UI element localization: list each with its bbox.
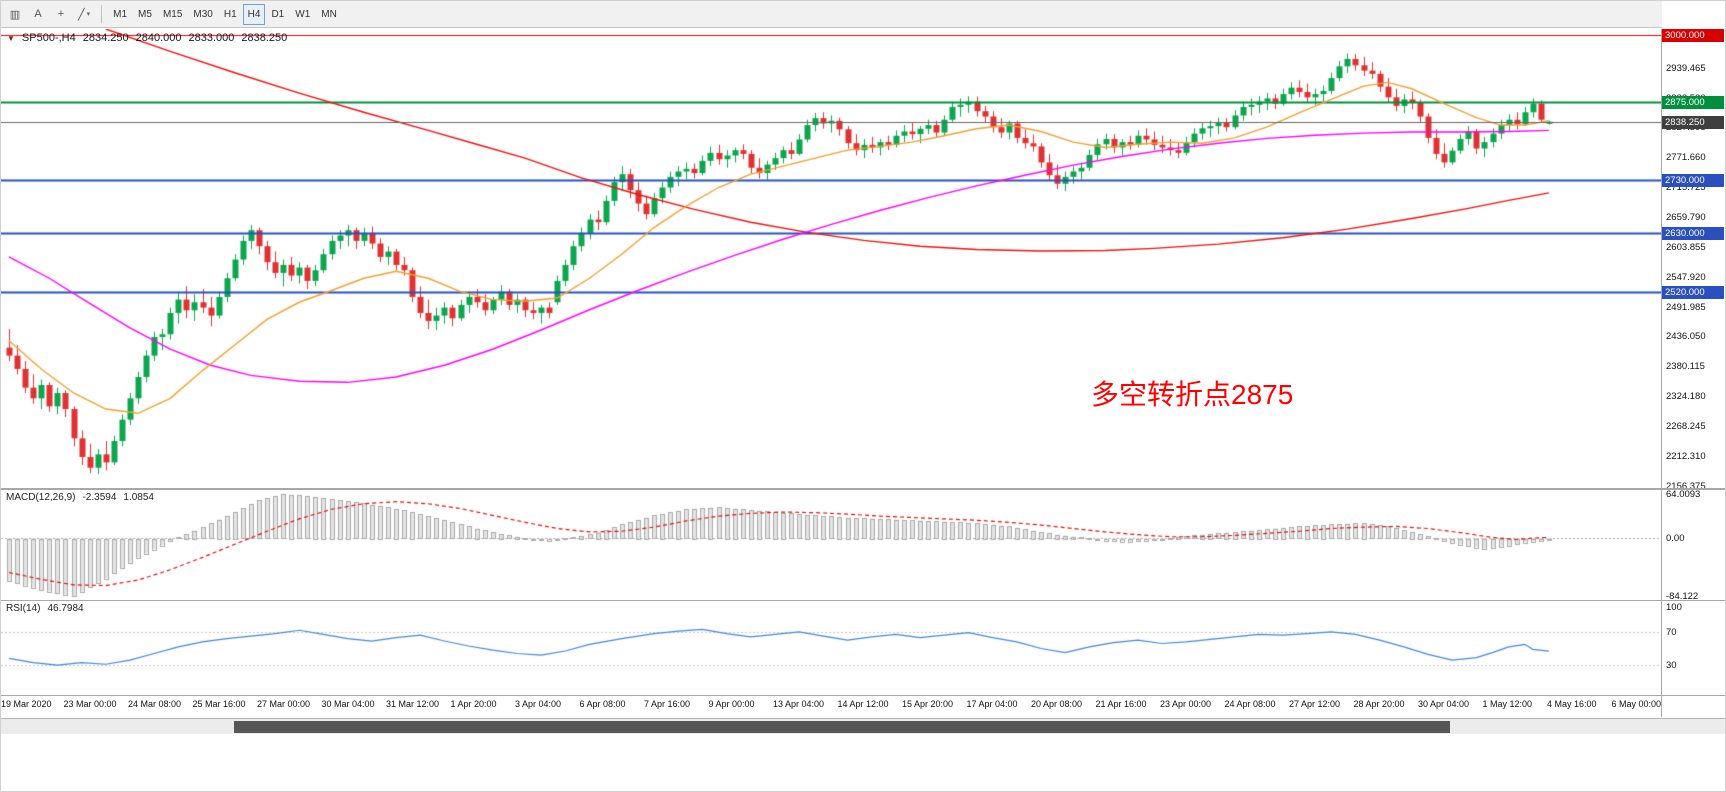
cursor-tool-button[interactable]: A: [27, 4, 49, 25]
time-axis-label: 20 Apr 08:00: [1031, 699, 1083, 709]
timeframe-m5-button[interactable]: M5: [133, 4, 157, 25]
timeframe-h4-button[interactable]: H4: [242, 3, 266, 25]
timeframe-mn-button[interactable]: MN: [316, 4, 342, 25]
price-tick-label: 2491.985: [1666, 301, 1706, 313]
price-tick-label: 2268.245: [1666, 420, 1706, 432]
macd-panel-canvas[interactable]: [1, 490, 1661, 600]
time-axis-label: 30 Apr 04:00: [1418, 699, 1470, 709]
time-axis-label: 28 Apr 20:00: [1353, 699, 1405, 709]
time-axis-label: 1 May 12:00: [1482, 699, 1533, 709]
time-axis-label: 19 Mar 2020: [1, 699, 52, 709]
panel-splitter-macd[interactable]: [1, 488, 1725, 490]
scrollbar-thumb[interactable]: [234, 721, 1450, 733]
candlestick-chart-icon[interactable]: ▥: [4, 4, 26, 25]
time-axis-label: 14 Apr 12:00: [837, 699, 889, 709]
macd-label: MACD(12,26,9) -2.3594 1.0854: [6, 492, 154, 503]
time-axis-label: 7 Apr 16:00: [644, 699, 691, 709]
time-axis-label: 15 Apr 20:00: [902, 699, 954, 709]
ohlc-close: 2838.250: [241, 32, 288, 44]
price-axis-border: [1661, 29, 1662, 717]
price-tick-label: 2939.465: [1666, 62, 1706, 74]
time-axis-label: 31 Mar 12:00: [386, 699, 440, 709]
price-tick-label: 2659.790: [1666, 211, 1706, 223]
price-tick-label: 2771.660: [1666, 152, 1706, 164]
time-axis-label: 23 Apr 00:00: [1160, 699, 1212, 709]
rsi-value: 46.7984: [47, 603, 84, 614]
ohlc-high: 2840.000: [135, 32, 182, 44]
time-axis-label: 27 Mar 00:00: [257, 699, 311, 709]
price-tick-label: 2547.920: [1666, 271, 1706, 283]
time-axis-label: 1 Apr 20:00: [450, 699, 497, 709]
price-tick-label: 2324.180: [1666, 391, 1706, 403]
hline-2875-badge: 2875.000: [1662, 96, 1724, 110]
current-price-badge: 2838.250: [1662, 115, 1724, 129]
ohlc-open: 2834.250: [82, 32, 129, 44]
time-axis-label: 23 Mar 00:00: [63, 699, 117, 709]
rsi-axis-label: 30: [1666, 660, 1677, 672]
timeframe-m30-button[interactable]: M30: [188, 4, 217, 25]
crosshair-icon[interactable]: +: [50, 4, 72, 25]
time-axis-label: 4 May 16:00: [1547, 699, 1597, 709]
rsi-axis-label: 70: [1666, 626, 1677, 638]
chevron-down-icon: ▾: [86, 11, 91, 18]
hline-2630-badge: 2630.000: [1662, 226, 1724, 240]
trendline-tool-button[interactable]: ╱ ▾: [73, 4, 95, 25]
panel-splitter-rsi[interactable]: [1, 600, 1725, 601]
macd-axis-label: 64.0093: [1666, 489, 1701, 501]
macd-axis-label: 0.00: [1666, 533, 1685, 545]
price-tick-label: 2715.725: [1666, 182, 1706, 194]
horizontal-scrollbar[interactable]: [1, 718, 1725, 734]
time-axis-label: 24 Mar 08:00: [128, 699, 182, 709]
timeframe-h1-button[interactable]: H1: [219, 4, 242, 25]
timeframe-m15-button[interactable]: M15: [158, 4, 187, 25]
macd-title: MACD(12,26,9): [6, 492, 76, 503]
time-axis-label: 24 Apr 08:00: [1224, 699, 1276, 709]
rsi-panel-canvas[interactable]: [1, 601, 1661, 695]
time-axis-label: 30 Mar 04:00: [321, 699, 375, 709]
time-axis-label: 6 May 00:00: [1611, 699, 1662, 709]
time-axis-label: 21 Apr 16:00: [1095, 699, 1147, 709]
main-chart-canvas[interactable]: [1, 29, 1661, 488]
time-axis-border: [1, 695, 1725, 696]
price-axis[interactable]: 2939.4652883.5302827.5952771.6602715.725…: [1662, 1, 1725, 717]
timeframe-d1-button[interactable]: D1: [266, 4, 289, 25]
time-axis[interactable]: 19 Mar 2020 23 Mar 00:00 24 Mar 08:00 25 Ma…: [1, 696, 1661, 717]
chart-text-annotation[interactable]: 多空转折点2875: [1091, 379, 1294, 410]
time-axis-label: 25 Mar 16:00: [192, 699, 246, 709]
price-tick-label: 2212.310: [1666, 450, 1706, 462]
time-axis-label: 6 Apr 08:00: [579, 699, 626, 709]
time-axis-label: 13 Apr 04:00: [773, 699, 825, 709]
price-tick-label: 2156.375: [1666, 480, 1706, 492]
price-tick-label: 2603.855: [1666, 241, 1706, 253]
price-tick-label: 2380.115: [1666, 361, 1705, 373]
toolbar: ▥ A + ╱ ▾ M1 M5 M15 M30 H1 H4 D1 W1 MN: [1, 1, 1725, 28]
hline-3000-badge: 3000.000: [1662, 29, 1724, 43]
time-axis-label: 17 Apr 04:00: [966, 699, 1018, 709]
time-axis-label: 9 Apr 00:00: [708, 699, 755, 709]
rsi-label: RSI(14) 46.7984: [6, 603, 84, 614]
toolbar-separator: [101, 5, 103, 23]
collapse-triangle-icon[interactable]: ▼: [7, 33, 15, 43]
hline-2730-badge: 2730.000: [1662, 173, 1724, 187]
rsi-axis-label: 100: [1666, 602, 1682, 613]
time-axis-label: 3 Apr 04:00: [515, 699, 562, 709]
timeframe-m1-button[interactable]: M1: [108, 4, 132, 25]
timeframe-w1-button[interactable]: W1: [290, 4, 315, 25]
hline-2520-badge: 2520.000: [1662, 285, 1724, 299]
macd-axis-label: -84.122: [1666, 590, 1699, 602]
macd-main-value: -2.3594: [82, 492, 117, 503]
price-tick-label: 2436.050: [1666, 331, 1706, 343]
symbol-period-label: SP500-,H4: [21, 32, 76, 44]
macd-signal-value: 1.0854: [123, 492, 154, 503]
trendline-icon: ╱: [78, 8, 85, 21]
ohlc-low: 2833.000: [188, 32, 235, 44]
time-axis-label: 27 Apr 12:00: [1289, 699, 1341, 709]
rsi-title: RSI(14): [6, 603, 41, 614]
chart-title: ▼ SP500-,H4 2834.250 2840.000 2833.000 2…: [7, 32, 287, 44]
